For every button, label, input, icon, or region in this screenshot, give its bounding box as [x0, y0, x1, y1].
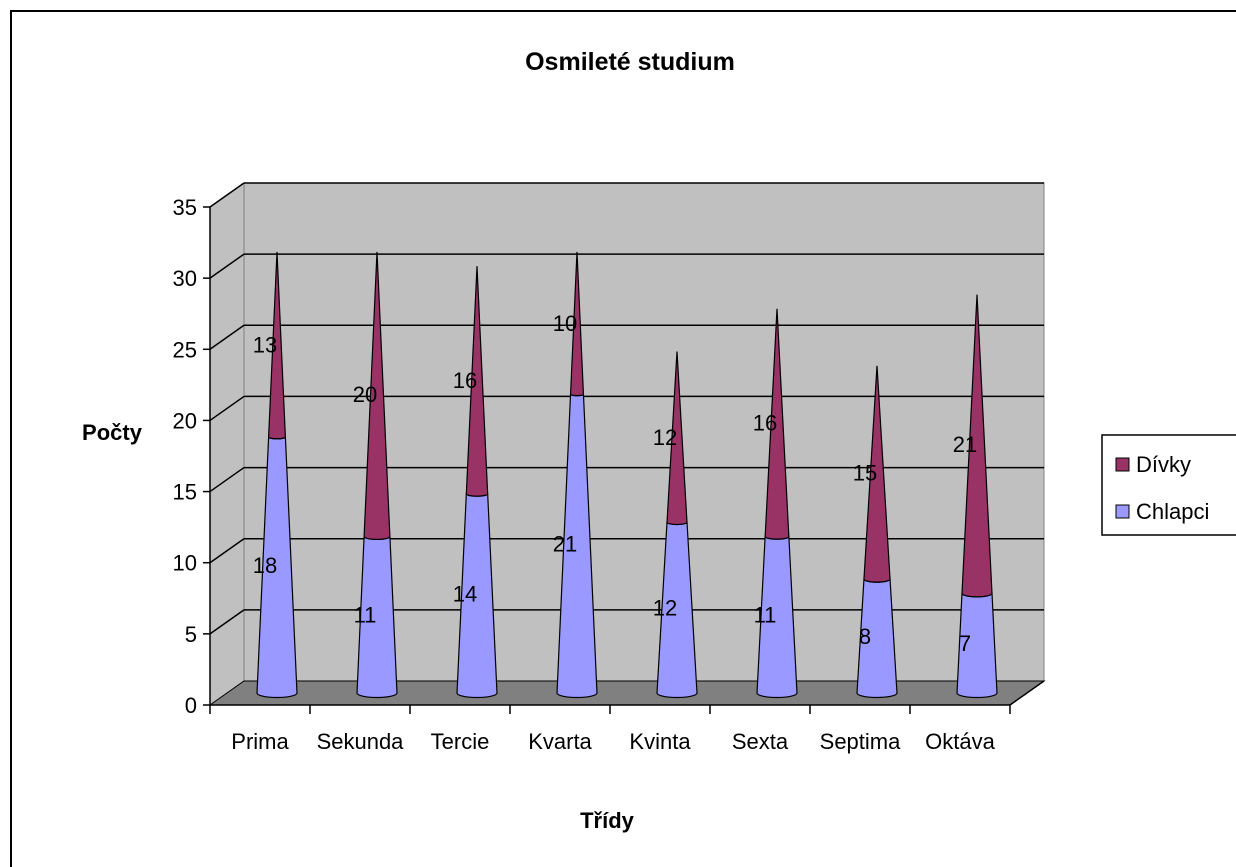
legend-swatch-divky [1115, 457, 1130, 472]
x-tick-label: Sekunda [317, 729, 405, 754]
data-label-chlapci: 11 [754, 603, 777, 628]
gridline [209, 609, 245, 635]
y-axis: 0 5 10 15 20 25 30 35 [173, 195, 211, 718]
data-label-divky: 13 [253, 332, 277, 357]
cones [256, 251, 998, 699]
x-tick-label: Tercie [431, 729, 490, 754]
x-tick-label: Septima [820, 729, 901, 754]
gridline [209, 253, 245, 279]
cone-divky [569, 251, 585, 397]
y-tick-label: 0 [185, 693, 197, 718]
cone-divky [863, 365, 891, 583]
y-tick-label: 10 [173, 551, 197, 576]
gridline [209, 182, 245, 208]
y-tick-label: 25 [173, 337, 197, 362]
legend-label-divky: Dívky [1136, 452, 1191, 477]
x-tick-label: Kvarta [528, 729, 592, 754]
data-label-divky: 12 [653, 425, 677, 450]
data-label-divky: 15 [853, 460, 877, 485]
cone-chlapci [356, 535, 398, 699]
x-tick-label: Prima [231, 729, 289, 754]
data-label-chlapci: 11 [354, 603, 377, 628]
x-axis-title: Třídy [580, 808, 635, 833]
y-tick-label: 35 [173, 195, 197, 220]
side-wall [209, 182, 245, 706]
legend-label-chlapci: Chlapci [1136, 499, 1209, 524]
data-label-chlapci: 8 [859, 624, 871, 649]
data-label-divky: 10 [553, 311, 577, 336]
cone-divky [961, 294, 993, 598]
gridline [209, 466, 245, 493]
data-label-divky: 21 [953, 432, 977, 457]
data-label-chlapci: 21 [553, 532, 577, 557]
data-label-chlapci: 18 [253, 553, 277, 578]
cone-divky [363, 251, 391, 540]
data-label-divky: 16 [753, 411, 777, 436]
data-label-chlapci: 7 [959, 631, 971, 656]
y-tick-label: 30 [173, 266, 197, 291]
x-tick-label: Sexta [732, 729, 789, 754]
cone-chlapci [256, 436, 298, 699]
x-axis: Prima Sekunda Tercie Kvarta Kvinta Sexta Septi… [209, 680, 1045, 754]
legend: Dívky Chlapci [1101, 434, 1236, 536]
data-labels: 18 13 11 20 14 16 21 10 12 12 11 16 8 15 7 21 [253, 311, 977, 656]
gridline [209, 395, 245, 422]
x-axis-edge [1009, 680, 1045, 706]
cone-chlapci [656, 521, 698, 699]
x-tick-label: Oktáva [925, 729, 995, 754]
cone-divky [465, 266, 489, 497]
data-label-divky: 16 [453, 368, 477, 393]
cone-chlapci [756, 535, 798, 699]
legend-swatch-chlapci [1115, 504, 1130, 519]
y-tick-label: 5 [185, 622, 197, 647]
cone-chlapci [456, 493, 498, 699]
cone-divky [666, 351, 688, 526]
cone-chlapci [556, 393, 598, 699]
cone-divky [268, 251, 286, 440]
data-label-chlapci: 12 [653, 596, 677, 621]
gridline [209, 538, 245, 564]
gridline [209, 324, 245, 350]
data-label-chlapci: 14 [453, 581, 477, 606]
y-tick-label: 20 [173, 408, 197, 433]
cone-divky [764, 308, 790, 540]
y-axis-title: Počty [82, 420, 143, 445]
data-label-divky: 20 [353, 382, 377, 407]
cone-chlapci [956, 592, 998, 699]
chart-title: Osmileté studium [525, 48, 735, 76]
plot-walls [208, 182, 1046, 706]
y-tick-label: 15 [173, 480, 197, 505]
floor [208, 680, 1046, 706]
chart-frame [10, 10, 1236, 867]
cone-chlapci [856, 578, 898, 699]
x-tick-label: Kvinta [629, 729, 691, 754]
